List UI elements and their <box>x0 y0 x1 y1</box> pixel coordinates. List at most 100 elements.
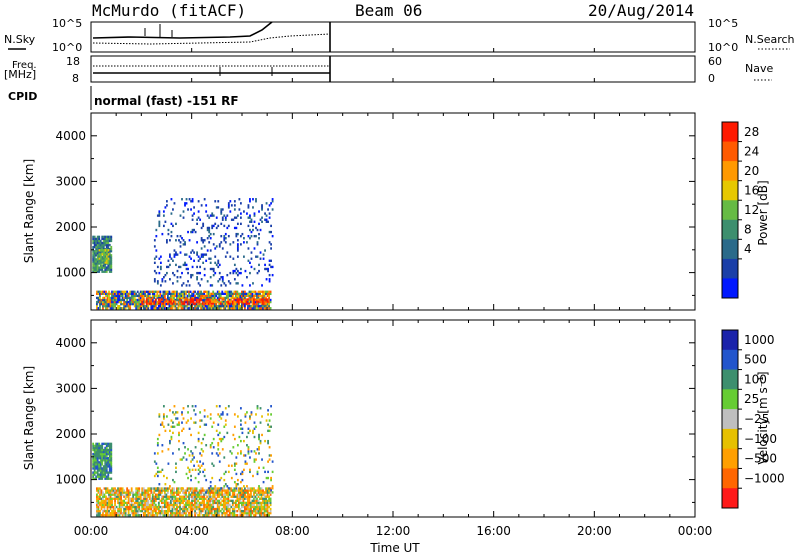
heatmap-cell <box>129 296 132 300</box>
heatmap-cell <box>93 477 96 480</box>
heatmap-cell <box>242 509 245 513</box>
heatmap-cell <box>144 304 147 308</box>
heatmap-cell <box>247 302 249 305</box>
heatmap-cell <box>173 273 176 277</box>
heatmap-cell <box>209 495 212 498</box>
heatmap-cell <box>110 459 113 462</box>
heatmap-cell <box>236 247 239 250</box>
heatmap-cell <box>127 514 130 517</box>
heatmap-cell <box>102 469 105 472</box>
heatmap-cell <box>216 489 219 492</box>
heatmap-cell <box>97 514 100 517</box>
heatmap-cell <box>250 507 252 511</box>
heatmap-cell <box>248 509 251 513</box>
heatmap-cell <box>99 459 102 462</box>
heatmap-cell <box>136 302 139 306</box>
heatmap-cell <box>123 296 126 300</box>
heatmap-cell <box>172 421 174 424</box>
heatmap-cell <box>102 454 105 458</box>
heatmap-cell <box>224 507 227 511</box>
heatmap-cell <box>171 499 174 503</box>
heatmap-cell <box>138 307 141 310</box>
heatmap-cell <box>245 505 248 509</box>
heatmap-cell <box>227 234 230 238</box>
heatmap-cell <box>224 419 227 422</box>
heatmap-cell <box>248 300 251 304</box>
heatmap-cell <box>121 503 124 507</box>
heatmap-cell <box>259 407 262 410</box>
heatmap-cell <box>156 437 159 441</box>
heatmap-cell <box>108 268 111 271</box>
heatmap-cell <box>154 495 157 498</box>
heatmap-cell <box>96 258 99 261</box>
heatmap-cell <box>237 489 240 492</box>
heatmap-cell <box>157 290 160 293</box>
heatmap-cell <box>167 290 169 293</box>
heatmap-cell <box>103 304 106 308</box>
heatmap-cell <box>102 457 105 460</box>
heatmap-cell <box>117 499 119 503</box>
heatmap-cell <box>105 290 107 293</box>
heatmap-cell <box>96 463 99 466</box>
heatmap-cell <box>190 251 192 254</box>
heatmap-cell <box>135 487 138 490</box>
heatmap-cell <box>162 290 165 293</box>
heatmap-cell <box>220 222 223 226</box>
heatmap-cell <box>101 450 104 454</box>
heatmap-cell <box>100 493 103 496</box>
heatmap-cell <box>265 419 268 422</box>
heatmap-cell <box>124 493 127 496</box>
heatmap-cell <box>120 290 122 293</box>
heatmap-cell <box>197 491 200 494</box>
heatmap-cell <box>182 243 185 246</box>
heatmap-cell <box>147 487 150 490</box>
heatmap-cell <box>99 461 102 464</box>
heatmap-cell <box>115 495 118 498</box>
heatmap-cell <box>162 210 165 213</box>
heatmap-cell <box>245 511 248 515</box>
heatmap-cell <box>168 495 171 498</box>
heatmap-cell <box>99 463 102 466</box>
heatmap-cell <box>217 200 220 203</box>
heatmap-cell <box>191 495 193 498</box>
heatmap-cell <box>184 452 186 455</box>
heatmap-cell <box>240 501 243 505</box>
heatmap-cell <box>169 441 171 445</box>
heatmap-cell <box>205 478 208 482</box>
heatmap-cell <box>233 302 236 305</box>
heatmap-cell <box>191 493 193 496</box>
heatmap-cell <box>251 505 254 509</box>
heatmap-cell <box>200 454 203 457</box>
heatmap-cell <box>162 224 165 228</box>
heatmap-cell <box>186 304 189 308</box>
heatmap-cell <box>98 450 101 454</box>
heatmap-cell <box>155 271 158 275</box>
heatmap-cell <box>160 491 163 494</box>
heatmap-cell <box>121 296 124 300</box>
heatmap-cell <box>215 507 218 511</box>
heatmap-cell <box>180 497 183 500</box>
heatmap-cell <box>209 491 212 494</box>
heatmap-cell <box>98 442 101 446</box>
heatmap-cell <box>207 493 210 496</box>
heatmap-cell <box>156 280 159 283</box>
heatmap-cell <box>163 514 166 517</box>
nave-label: Nave <box>745 62 773 75</box>
heatmap-cell <box>101 442 104 446</box>
heatmap-cell <box>229 450 232 453</box>
heatmap-cell <box>268 294 270 298</box>
heatmap-cell <box>105 469 108 472</box>
heatmap-cell <box>215 298 218 302</box>
heatmap-cell <box>258 452 260 455</box>
heatmap-cell <box>198 503 201 507</box>
heatmap-cell <box>216 511 219 515</box>
heatmap-cell <box>160 304 163 308</box>
y-tick-label: 3000 <box>55 174 86 188</box>
heatmap-cell <box>153 507 156 511</box>
heatmap-cell <box>106 257 108 260</box>
heatmap-cell <box>102 270 105 273</box>
heatmap-cell <box>110 457 113 460</box>
heatmap-cell <box>239 452 242 455</box>
heatmap-cell <box>105 241 108 245</box>
heatmap-cell <box>110 477 113 480</box>
